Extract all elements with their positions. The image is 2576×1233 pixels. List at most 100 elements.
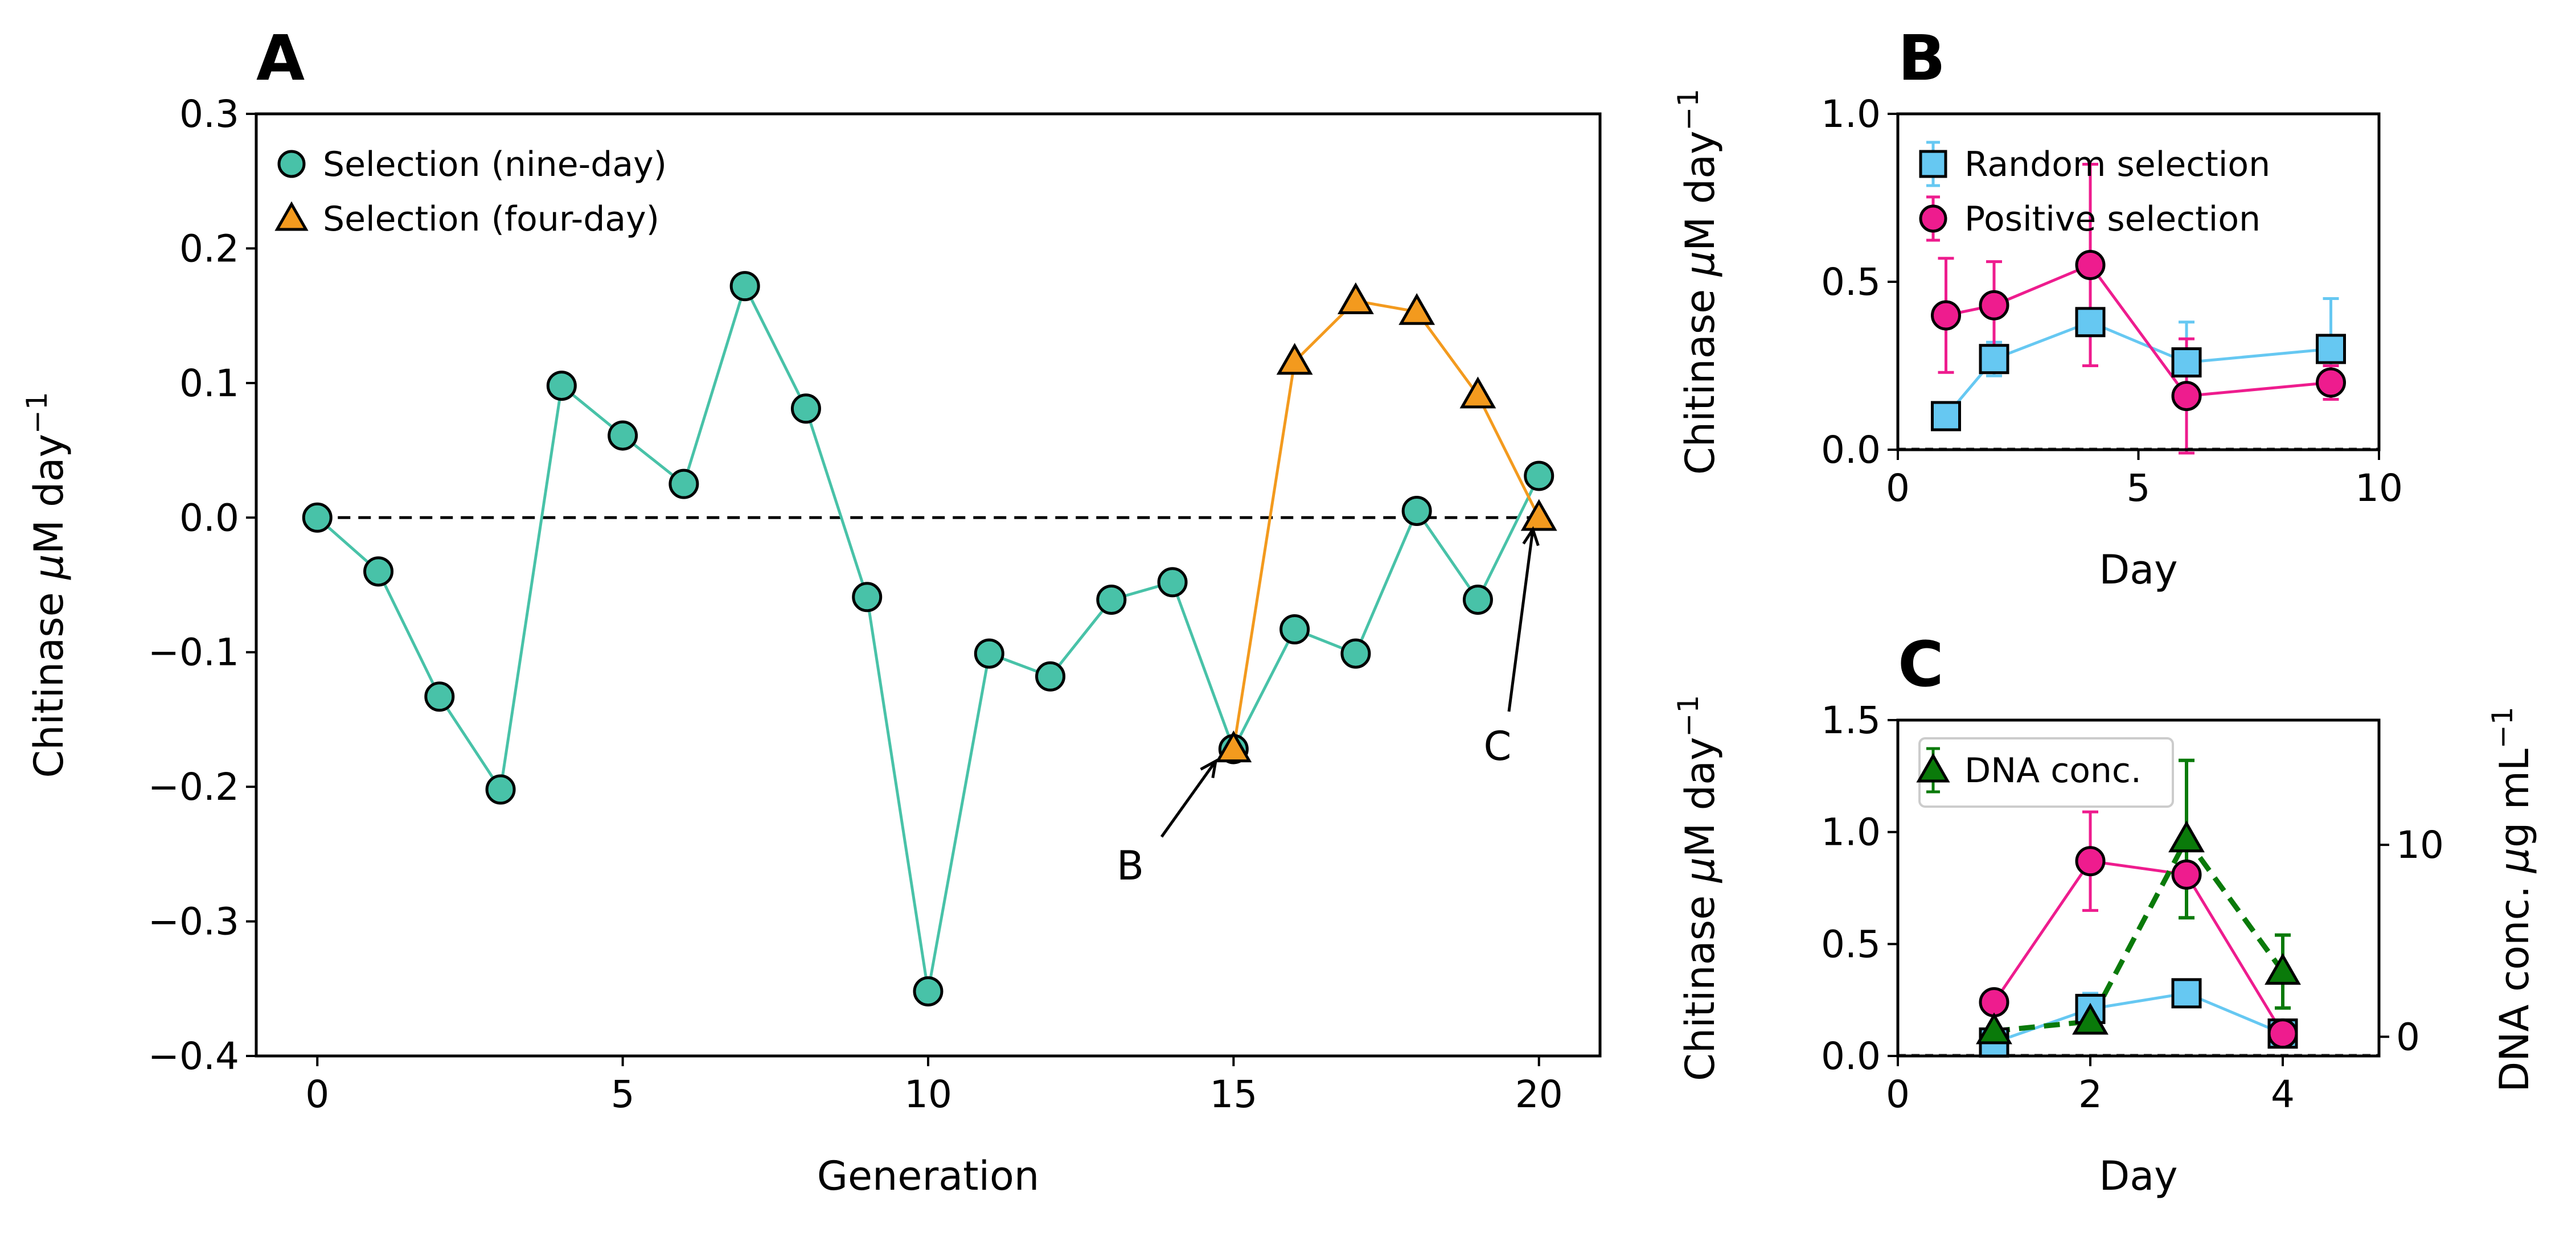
data-point	[1398, 293, 1435, 325]
data-point	[1462, 585, 1493, 615]
x-axis-label: Day	[2099, 546, 2177, 593]
panel-letter: C	[1898, 628, 1944, 701]
y-tick-label: 1.5	[1821, 698, 1881, 742]
series-line-selection-four-day-	[1232, 299, 1540, 750]
data-point	[2168, 820, 2205, 853]
data-point	[2075, 250, 2106, 280]
legend-marker	[1919, 204, 1947, 233]
annotation-arrowhead	[1522, 526, 1540, 546]
data-point	[1279, 614, 1310, 645]
data-point	[1976, 1012, 2012, 1045]
y-right-tick-label: 10	[2396, 823, 2444, 867]
data-point	[1931, 300, 1961, 331]
y-tick-label: −0.3	[148, 900, 239, 944]
y-tick-label: −0.1	[148, 631, 239, 675]
data-point	[1157, 567, 1188, 598]
data-point	[1520, 499, 1557, 531]
x-tick-label: 2	[2078, 1072, 2102, 1116]
y-tick-label: 0.3	[179, 92, 239, 136]
data-point	[2171, 978, 2202, 1009]
y-right-tick-label: 0	[2396, 1015, 2420, 1059]
legend-label: Selection (nine-day)	[323, 145, 667, 184]
x-axis-label: Generation	[817, 1153, 1040, 1199]
legend: Random selection Positive selection	[1919, 141, 2270, 242]
legend: DNA conc.	[1916, 737, 2174, 808]
data-point	[363, 556, 394, 587]
axes-frame	[1896, 718, 2381, 1058]
data-point	[852, 582, 883, 613]
data-point	[485, 774, 516, 805]
data-point	[2316, 367, 2346, 398]
y-tick-label: 0.1	[179, 361, 239, 405]
data-point	[913, 976, 944, 1007]
data-point	[2171, 381, 2202, 412]
data-point	[424, 681, 455, 712]
legend-marker	[274, 201, 309, 231]
data-point	[1096, 585, 1127, 615]
legend-label: Selection (four-day)	[323, 199, 659, 239]
annotation-arrowhead	[1200, 758, 1218, 778]
data-point	[2075, 307, 2106, 338]
data-point	[1979, 344, 2009, 375]
series-line-magenta	[1992, 860, 2284, 1034]
y-axis-label: Chitinase μM day−1	[1672, 89, 1724, 475]
series-line-dna-conc-	[1993, 834, 2285, 1034]
x-tick-label: 10	[904, 1072, 952, 1116]
data-point	[2075, 846, 2106, 877]
y-tick-label: 0.5	[1821, 260, 1881, 304]
x-tick-label: 10	[2355, 466, 2403, 510]
data-point	[1401, 495, 1432, 526]
data-point	[1276, 343, 1313, 375]
y-tick-label: −0.2	[148, 765, 239, 809]
legend-marker	[1916, 753, 1950, 783]
axes-frame	[255, 112, 1602, 1058]
panel-letter: B	[1898, 22, 1946, 94]
x-tick-label: 4	[2271, 1072, 2295, 1116]
x-tick-label: 20	[1515, 1072, 1563, 1116]
legend-label: Random selection	[1964, 145, 2270, 184]
data-point	[1931, 401, 1961, 431]
y-tick-label: 0.5	[1821, 922, 1881, 966]
x-tick-label: 5	[611, 1072, 635, 1116]
annotation-arrow	[1160, 760, 1217, 838]
legend-marker	[277, 150, 306, 178]
y-tick-label: 0.0	[1821, 428, 1881, 472]
annotation-label: B	[1117, 842, 1144, 889]
data-point	[1215, 730, 1252, 763]
data-point	[2171, 859, 2202, 890]
data-point	[2316, 334, 2346, 364]
y-tick-label: −0.4	[148, 1034, 239, 1078]
panel-c: C 0 2 4 0.0 0.5 1.0 1.5 0 10 Day Chitinase μM day−1…	[1672, 628, 2538, 1199]
y-tick-label: 1.0	[1821, 92, 1881, 136]
legend-label: Positive selection	[1964, 199, 2261, 239]
data-point	[790, 393, 821, 424]
data-point	[546, 371, 577, 401]
y-axis-label: Chitinase μM day−1	[1672, 695, 1724, 1081]
y-tick-label: 0.0	[1821, 1034, 1881, 1078]
data-point	[608, 420, 638, 451]
y-tick-label: 0.0	[179, 496, 239, 540]
data-point	[668, 468, 699, 499]
data-point	[2171, 347, 2202, 378]
x-tick-label: 0	[305, 1072, 329, 1116]
panel-letter: A	[256, 22, 305, 94]
annotation-arrow	[1507, 529, 1535, 712]
data-point	[1340, 638, 1371, 669]
data-point	[2265, 953, 2301, 985]
x-tick-label: 0	[1886, 1072, 1910, 1116]
x-tick-label: 0	[1886, 466, 1910, 510]
data-point	[2072, 1002, 2109, 1035]
annotation-label: C	[1484, 723, 1512, 770]
legend-marker	[1919, 150, 1947, 178]
data-point	[2267, 1018, 2298, 1049]
data-point	[1979, 987, 2009, 1018]
y-right-axis-label: DNA conc. μg mL−1	[2486, 706, 2538, 1092]
data-point	[1524, 461, 1554, 491]
data-point	[1979, 290, 2009, 320]
y-tick-label: 0.2	[179, 227, 239, 270]
data-point	[1338, 282, 1374, 314]
data-point	[1035, 661, 1066, 692]
x-axis-label: Day	[2099, 1153, 2177, 1199]
x-tick-label: 15	[1209, 1072, 1257, 1116]
